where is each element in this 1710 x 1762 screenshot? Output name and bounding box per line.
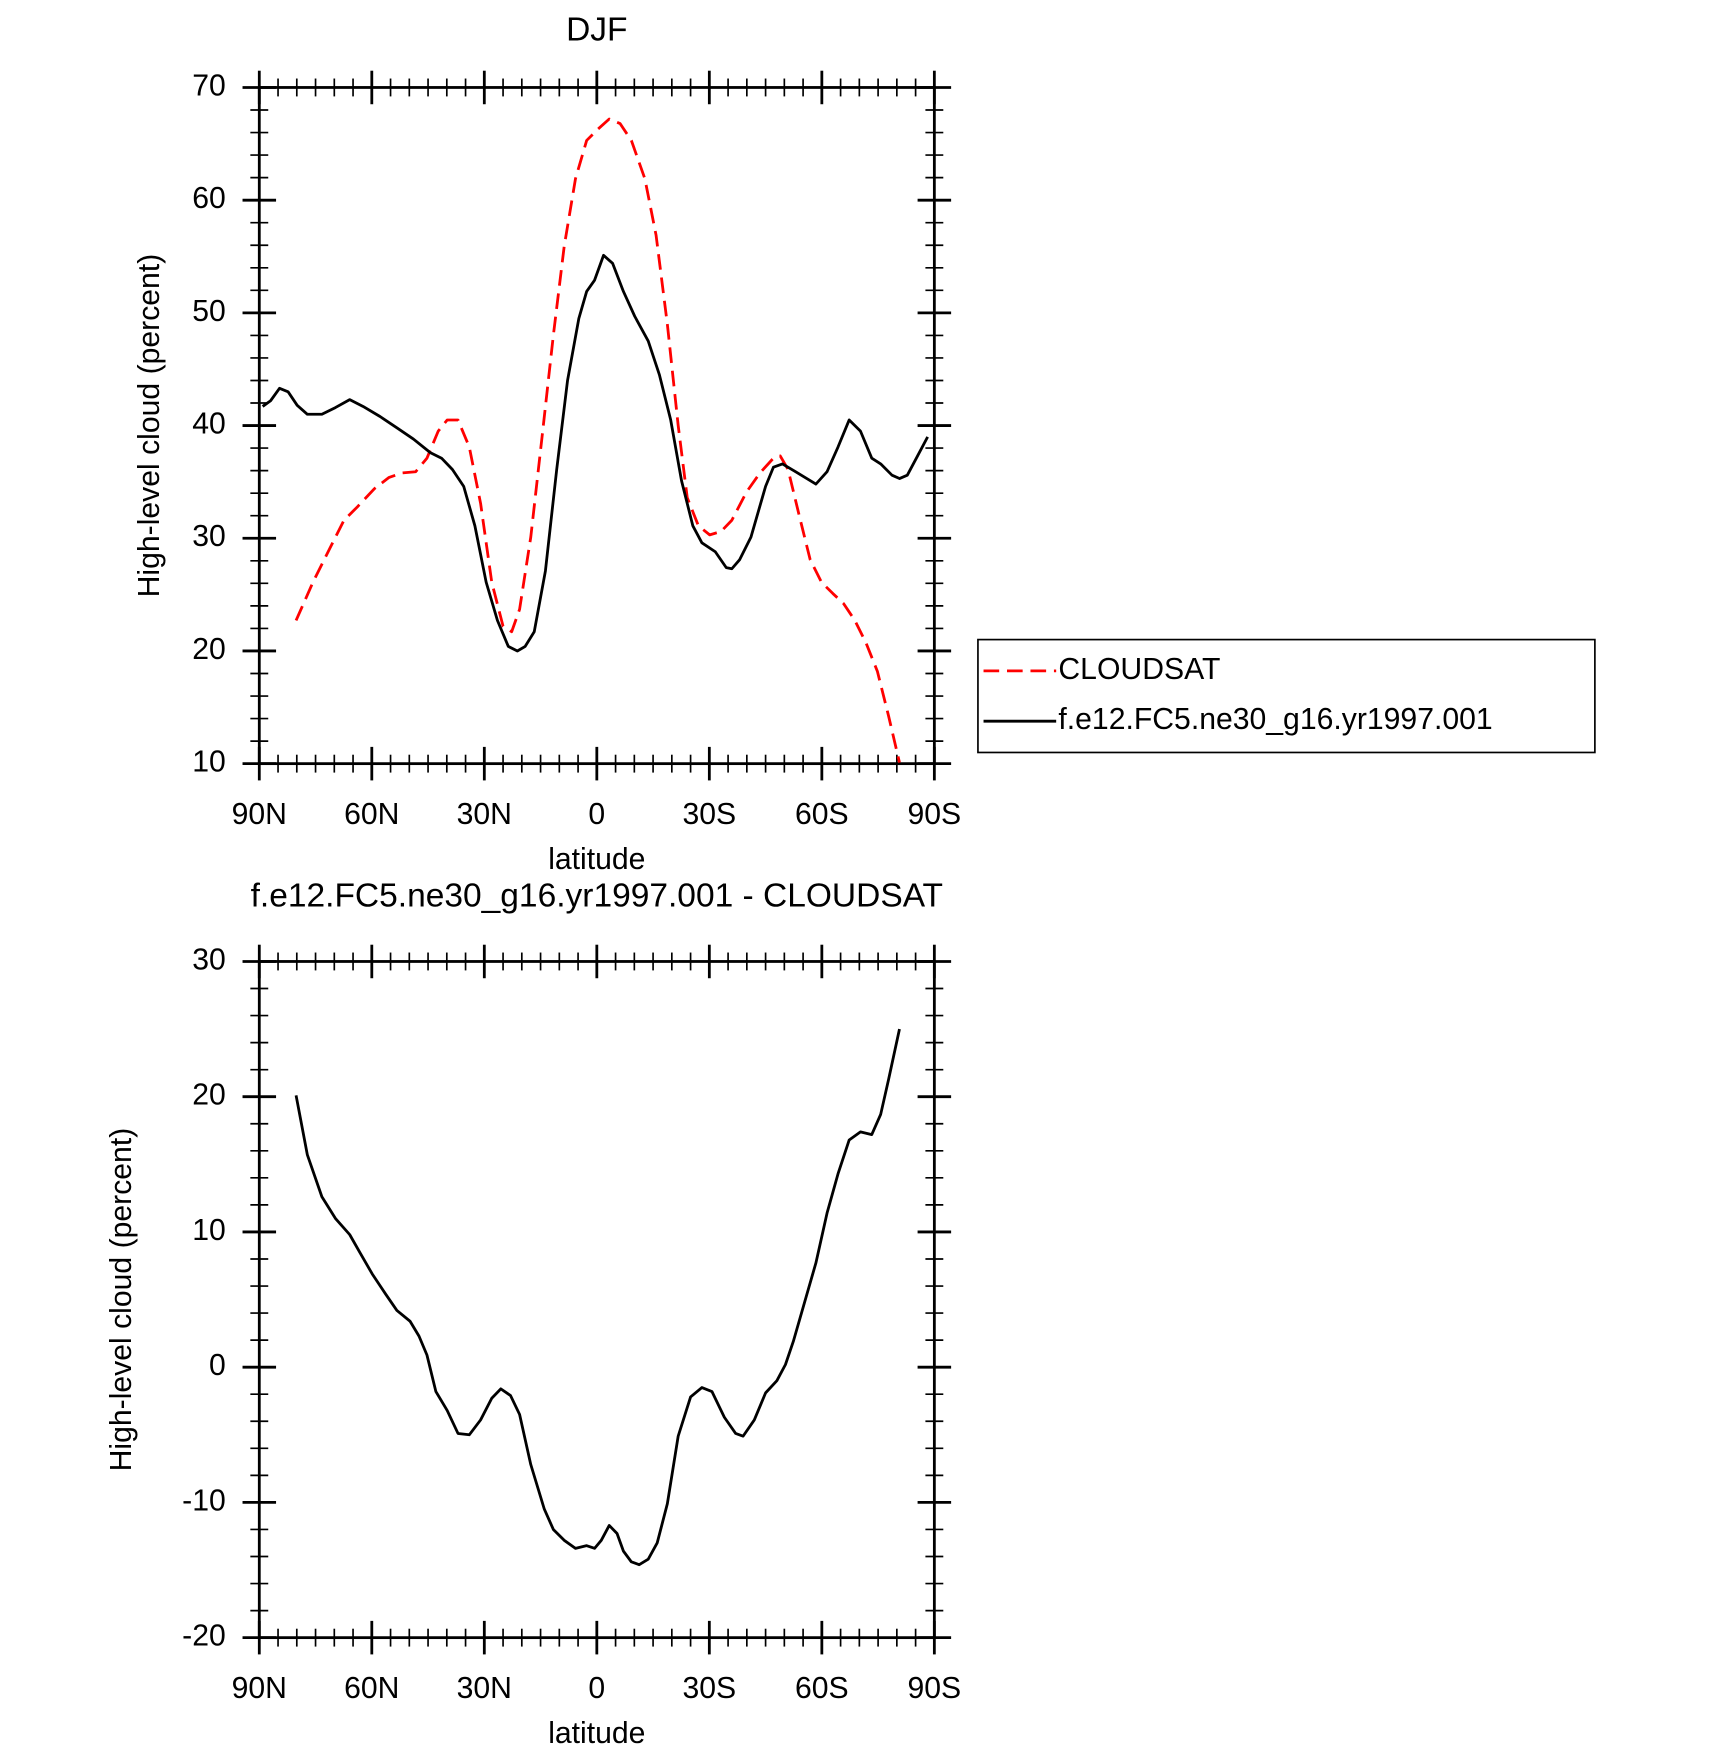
x-tick-label: 90N bbox=[232, 798, 287, 831]
x-tick-label: 0 bbox=[588, 1672, 605, 1705]
y-tick-label: 20 bbox=[192, 1079, 226, 1112]
x-axis-label: latitude bbox=[548, 843, 645, 876]
x-tick-label: 60S bbox=[795, 1672, 849, 1705]
x-tick-label: 30N bbox=[457, 1672, 512, 1705]
legend-label: CLOUDSAT bbox=[1058, 653, 1220, 686]
y-tick-label: -20 bbox=[182, 1620, 226, 1653]
y-tick-label: 60 bbox=[192, 182, 226, 215]
y-tick-label: 10 bbox=[192, 1214, 226, 1247]
y-tick-label: 30 bbox=[192, 943, 226, 976]
y-tick-label: 30 bbox=[192, 520, 226, 553]
x-tick-label: 30N bbox=[457, 798, 512, 831]
y-tick-label: 20 bbox=[192, 633, 226, 666]
x-tick-label: 0 bbox=[588, 798, 605, 831]
legend-box bbox=[977, 638, 1596, 754]
chart-title: f.e12.FC5.ne30_g16.yr1997.001 - CLOUDSAT bbox=[251, 878, 943, 915]
y-tick-label: 50 bbox=[192, 295, 226, 328]
x-tick-label: 30S bbox=[682, 798, 736, 831]
y-tick-label: 10 bbox=[192, 746, 226, 779]
plot-frame bbox=[257, 86, 936, 766]
y-tick-label: 0 bbox=[209, 1349, 226, 1382]
y-axis-label: High-level cloud (percent) bbox=[105, 1128, 138, 1472]
plot-frame bbox=[257, 960, 936, 1640]
data-line bbox=[294, 1028, 901, 1567]
y-tick-label: 70 bbox=[192, 69, 226, 102]
x-tick-label: 90N bbox=[232, 1672, 287, 1705]
x-axis-label: latitude bbox=[548, 1717, 645, 1750]
chart-title: DJF bbox=[566, 11, 627, 48]
x-tick-label: 60S bbox=[795, 798, 849, 831]
legend-label: f.e12.FC5.ne30_g16.yr1997.001 bbox=[1058, 703, 1492, 736]
data-line bbox=[294, 117, 901, 763]
x-tick-label: 90S bbox=[908, 798, 962, 831]
y-tick-label: 40 bbox=[192, 408, 226, 441]
y-axis-label: High-level cloud (percent) bbox=[133, 254, 166, 598]
x-tick-label: 60N bbox=[344, 1672, 399, 1705]
x-tick-label: 90S bbox=[908, 1672, 962, 1705]
data-line bbox=[261, 253, 929, 653]
y-tick-label: -10 bbox=[182, 1484, 226, 1517]
x-tick-label: 60N bbox=[344, 798, 399, 831]
x-tick-label: 30S bbox=[682, 1672, 736, 1705]
